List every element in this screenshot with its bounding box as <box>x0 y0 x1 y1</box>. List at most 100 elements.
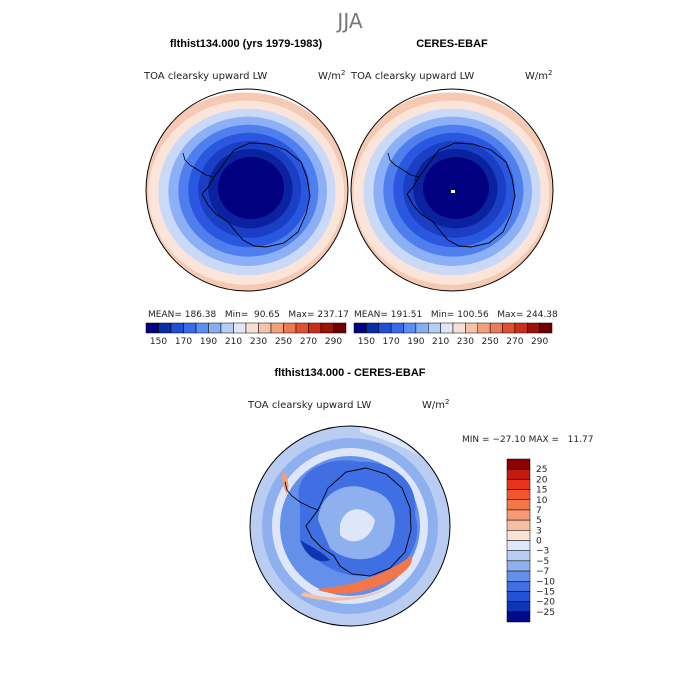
panel-obs-subtitle: TOA clearsky upward LW <box>350 71 474 82</box>
panel-obs-colorbar-swatch-7 <box>440 322 454 334</box>
panel-diff-colorbar-swatch-0 <box>506 458 531 470</box>
panel-diff-peninsula <box>284 481 319 511</box>
panel-model-colorbar-swatch-9 <box>258 322 272 334</box>
panel-obs-colorbar-swatch-2 <box>378 322 392 334</box>
panel-diff-colorbar-swatch-4 <box>506 499 531 511</box>
panel-obs: CERES-EBAF TOA clearsky upward LW W/m2 M… <box>350 38 558 347</box>
panel-model-colorbar-tick-1: 170 <box>175 337 192 347</box>
panel-model-colorbar-tick-0: 150 <box>150 337 167 347</box>
panel-model-colorbar-swatch-4 <box>195 322 209 334</box>
panel-model-peninsula <box>182 152 215 178</box>
panel-diff: flthist134.000 - CERES-EBAF TOA clearsky… <box>247 367 593 627</box>
figure-suptitle: JJA <box>335 9 362 33</box>
panel-model-colorbar-swatch-13 <box>308 322 322 334</box>
panel-model-colorbar-tick-7: 290 <box>325 337 342 347</box>
panel-diff-colorbar-swatch-14 <box>506 601 531 613</box>
panel-diff-colorbar-tick-10: −7 <box>536 567 549 577</box>
panel-obs-colorbar <box>353 322 553 334</box>
panel-model-colorbar-swatch-6 <box>220 322 234 334</box>
panel-model-colorbar-swatch-12 <box>295 322 309 334</box>
panel-obs-map <box>351 92 553 291</box>
panel-obs-missing-data-spot <box>451 190 455 193</box>
panel-diff-colorbar-tick-4: 7 <box>536 506 542 516</box>
panel-model-colorbar-swatch-3 <box>183 322 197 334</box>
panel-diff-colorbar-tick-11: −10 <box>536 577 555 587</box>
panel-obs-coastline <box>406 142 516 248</box>
panel-obs-colorbar-tick-2: 190 <box>407 337 424 347</box>
panel-diff-colorbar-swatch-5 <box>506 509 531 521</box>
panel-model: flthist134.000 (yrs 1979-1983) TOA clear… <box>143 38 349 347</box>
panel-model-colorbar-swatch-15 <box>333 322 347 334</box>
panel-diff-colorbar-tick-12: −15 <box>536 587 555 597</box>
panel-diff-map <box>250 426 450 626</box>
panel-diff-colorbar-tick-3: 10 <box>536 496 548 506</box>
panel-model-colorbar-swatch-10 <box>270 322 284 334</box>
panel-model-units: W/m2 <box>318 69 345 82</box>
panel-diff-colorbar-swatch-2 <box>506 479 531 490</box>
panel-obs-colorbar-tick-1: 170 <box>383 337 400 347</box>
panel-model-colorbar-tick-6: 270 <box>300 337 317 347</box>
panel-obs-colorbar-tick-3: 210 <box>432 337 449 347</box>
panel-diff-title: flthist134.000 - CERES-EBAF <box>275 367 426 379</box>
panel-obs-peninsula <box>387 152 420 178</box>
panel-model-colorbar-swatch-1 <box>158 322 172 334</box>
panel-obs-colorbar-swatch-10 <box>477 322 491 334</box>
panel-model-map-ring-8 <box>218 156 284 220</box>
panel-diff-colorbar-tick-7: 0 <box>536 537 542 547</box>
panel-model-map <box>146 92 348 291</box>
panel-diff-colorbar-tick-13: −20 <box>536 598 555 608</box>
panel-diff-colorbar <box>506 458 531 623</box>
panel-obs-colorbar-swatch-8 <box>452 322 466 334</box>
panel-obs-colorbar-tick-0: 150 <box>358 337 375 347</box>
panel-obs-colorbar-swatch-5 <box>415 322 429 334</box>
panel-diff-coastline <box>305 467 412 577</box>
panel-model-colorbar-swatch-14 <box>320 322 334 334</box>
panel-obs-units: W/m2 <box>525 69 552 82</box>
panel-model-colorbar-swatch-8 <box>245 322 259 334</box>
panel-obs-colorbar-swatch-3 <box>390 322 404 334</box>
panel-model-colorbar-ticks: 150 170 190 210 230 250 270 290 <box>150 337 342 347</box>
panel-model-coastline <box>201 142 311 248</box>
panel-diff-colorbar-swatch-6 <box>506 519 531 531</box>
panel-diff-colorbar-tick-1: 20 <box>536 475 548 485</box>
panel-diff-colorbar-tick-0: 25 <box>536 465 547 475</box>
panel-diff-colorbar-swatch-15 <box>506 611 531 623</box>
panel-diff-subtitle: TOA clearsky upward LW <box>247 400 371 411</box>
panel-diff-colorbar-swatch-8 <box>506 540 531 551</box>
panel-diff-colorbar-tick-5: 5 <box>536 516 542 526</box>
panel-diff-colorbar-swatch-12 <box>506 581 531 592</box>
panel-obs-stats: MEAN= 191.51 Min= 100.56 Max= 244.38 <box>354 310 558 320</box>
panel-model-colorbar-tick-3: 210 <box>225 337 242 347</box>
panel-model-colorbar-swatch-7 <box>233 322 247 334</box>
panel-diff-colorbar-tick-6: 3 <box>536 526 542 536</box>
panel-obs-colorbar-swatch-15 <box>539 322 553 334</box>
panel-obs-colorbar-tick-4: 230 <box>457 337 474 347</box>
panel-diff-units: W/m2 <box>422 398 449 411</box>
panel-model-colorbar-swatch-5 <box>208 322 222 334</box>
panel-diff-colorbar-tick-9: −5 <box>536 557 549 567</box>
panel-diff-colorbar-swatch-11 <box>506 570 531 582</box>
panel-obs-map-ring-8 <box>423 156 489 220</box>
panel-diff-colorbar-tick-14: −25 <box>536 608 555 618</box>
panel-obs-colorbar-swatch-11 <box>489 322 503 334</box>
panel-obs-colorbar-swatch-6 <box>428 322 441 334</box>
panel-obs-colorbar-swatch-14 <box>527 322 540 334</box>
panel-obs-title: CERES-EBAF <box>416 38 488 50</box>
panel-diff-colorbar-swatch-13 <box>506 591 531 602</box>
panel-model-title: flthist134.000 (yrs 1979-1983) <box>170 38 323 50</box>
panel-obs-colorbar-swatch-9 <box>465 322 478 334</box>
panel-obs-colorbar-tick-7: 290 <box>531 337 548 347</box>
panel-obs-colorbar-tick-5: 250 <box>482 337 499 347</box>
panel-diff-colorbar-tick-8: −3 <box>536 547 549 557</box>
panel-obs-colorbar-ticks: 150 170 190 210 230 250 270 290 <box>358 337 549 347</box>
panel-obs-colorbar-swatch-1 <box>366 322 379 334</box>
panel-diff-colorbar-swatch-9 <box>506 550 531 562</box>
panel-obs-colorbar-swatch-12 <box>502 322 516 334</box>
panel-diff-colorbar-swatch-1 <box>506 468 531 480</box>
panel-obs-colorbar-swatch-13 <box>514 322 528 334</box>
panel-model-colorbar-tick-2: 190 <box>200 337 217 347</box>
panel-obs-colorbar-swatch-4 <box>403 322 417 334</box>
panel-model-colorbar-swatch-0 <box>145 322 159 334</box>
